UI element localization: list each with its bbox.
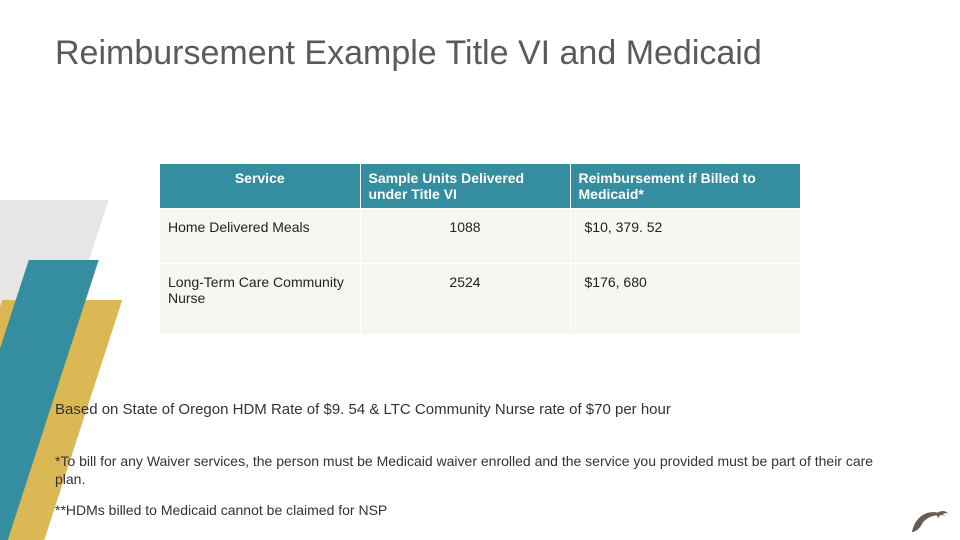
- col-reimbursement: Reimbursement if Billed to Medicaid*: [570, 164, 800, 209]
- table-row: Home Delivered Meals 1088 $10, 379. 52: [160, 209, 800, 264]
- col-units: Sample Units Delivered under Title VI: [360, 164, 570, 209]
- cell-reimbursement: $176, 680: [570, 264, 800, 335]
- brand-logo-icon: [906, 502, 952, 536]
- cell-service: Long-Term Care Community Nurse: [160, 264, 360, 335]
- table-header-row: Service Sample Units Delivered under Tit…: [160, 164, 800, 209]
- cell-service: Home Delivered Meals: [160, 209, 360, 264]
- page-title: Reimbursement Example Title VI and Medic…: [55, 34, 875, 73]
- note-asterisk: *To bill for any Waiver services, the pe…: [55, 452, 885, 488]
- cell-units: 2524: [360, 264, 570, 335]
- cell-reimbursement: $10, 379. 52: [570, 209, 800, 264]
- reimbursement-table: Service Sample Units Delivered under Tit…: [160, 164, 800, 334]
- col-service: Service: [160, 164, 360, 209]
- slide: Reimbursement Example Title VI and Medic…: [0, 0, 960, 540]
- table-row: Long-Term Care Community Nurse 2524 $176…: [160, 264, 800, 335]
- cell-units: 1088: [360, 209, 570, 264]
- note-double-asterisk: **HDMs billed to Medicaid cannot be clai…: [55, 502, 885, 518]
- note-based-on: Based on State of Oregon HDM Rate of $9.…: [55, 400, 885, 420]
